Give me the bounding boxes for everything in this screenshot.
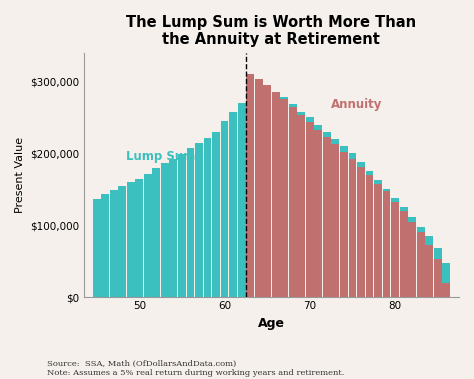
Bar <box>434 248 442 297</box>
Text: Source:  SSA, Math (OfDollarsAndData.com)
Note: Assumes a 5% real return during : Source: SSA, Math (OfDollarsAndData.com)… <box>47 360 345 377</box>
Bar <box>417 227 425 297</box>
Bar <box>246 74 254 297</box>
Bar <box>203 138 211 297</box>
Bar <box>255 106 263 297</box>
Bar <box>331 139 339 297</box>
Bar <box>357 162 365 297</box>
Bar <box>289 106 297 297</box>
Bar <box>272 92 280 297</box>
Bar <box>408 222 416 297</box>
Bar <box>246 94 254 297</box>
Bar <box>357 167 365 297</box>
Bar <box>391 198 399 297</box>
Bar <box>263 96 271 297</box>
Bar <box>323 132 331 297</box>
Bar <box>110 190 118 297</box>
Bar <box>255 79 263 297</box>
Bar <box>127 182 135 297</box>
Bar <box>400 211 408 297</box>
Bar <box>374 180 382 297</box>
Bar <box>272 103 280 297</box>
Bar <box>212 132 220 297</box>
Text: Lump Sum: Lump Sum <box>126 150 195 163</box>
Bar <box>391 202 399 297</box>
Bar <box>442 263 450 297</box>
Bar <box>237 103 246 297</box>
Bar <box>153 169 160 297</box>
Bar <box>383 191 391 297</box>
Text: Annuity: Annuity <box>331 98 383 111</box>
Bar <box>195 143 203 297</box>
Bar <box>323 137 331 297</box>
Bar <box>365 175 374 297</box>
X-axis label: Age: Age <box>258 317 285 330</box>
Bar <box>118 186 126 297</box>
Bar <box>178 154 186 297</box>
Bar <box>263 85 271 297</box>
Bar <box>136 179 143 297</box>
Bar <box>280 97 288 297</box>
Bar <box>220 121 228 297</box>
Bar <box>340 152 348 297</box>
Bar <box>297 115 305 297</box>
Bar <box>169 159 177 297</box>
Bar <box>383 190 391 297</box>
Bar <box>417 232 425 297</box>
Bar <box>161 163 169 297</box>
Bar <box>340 146 348 297</box>
Title: The Lump Sum is Worth More Than
the Annuity at Retirement: The Lump Sum is Worth More Than the Annu… <box>127 15 417 47</box>
Bar <box>374 183 382 297</box>
Bar <box>306 117 314 297</box>
Bar <box>331 144 339 297</box>
Bar <box>365 171 374 297</box>
Bar <box>442 283 450 297</box>
Bar <box>144 174 152 297</box>
Bar <box>348 153 356 297</box>
Bar <box>314 125 322 297</box>
Bar <box>289 105 297 297</box>
Bar <box>348 159 356 297</box>
Y-axis label: Present Value: Present Value <box>15 137 25 213</box>
Bar <box>400 207 408 297</box>
Bar <box>306 122 314 297</box>
Bar <box>425 245 433 297</box>
Bar <box>297 112 305 297</box>
Bar <box>434 259 442 297</box>
Bar <box>229 113 237 297</box>
Bar <box>425 236 433 297</box>
Bar <box>93 199 100 297</box>
Bar <box>408 217 416 297</box>
Bar <box>314 130 322 297</box>
Bar <box>186 148 194 297</box>
Bar <box>101 194 109 297</box>
Bar <box>280 99 288 297</box>
